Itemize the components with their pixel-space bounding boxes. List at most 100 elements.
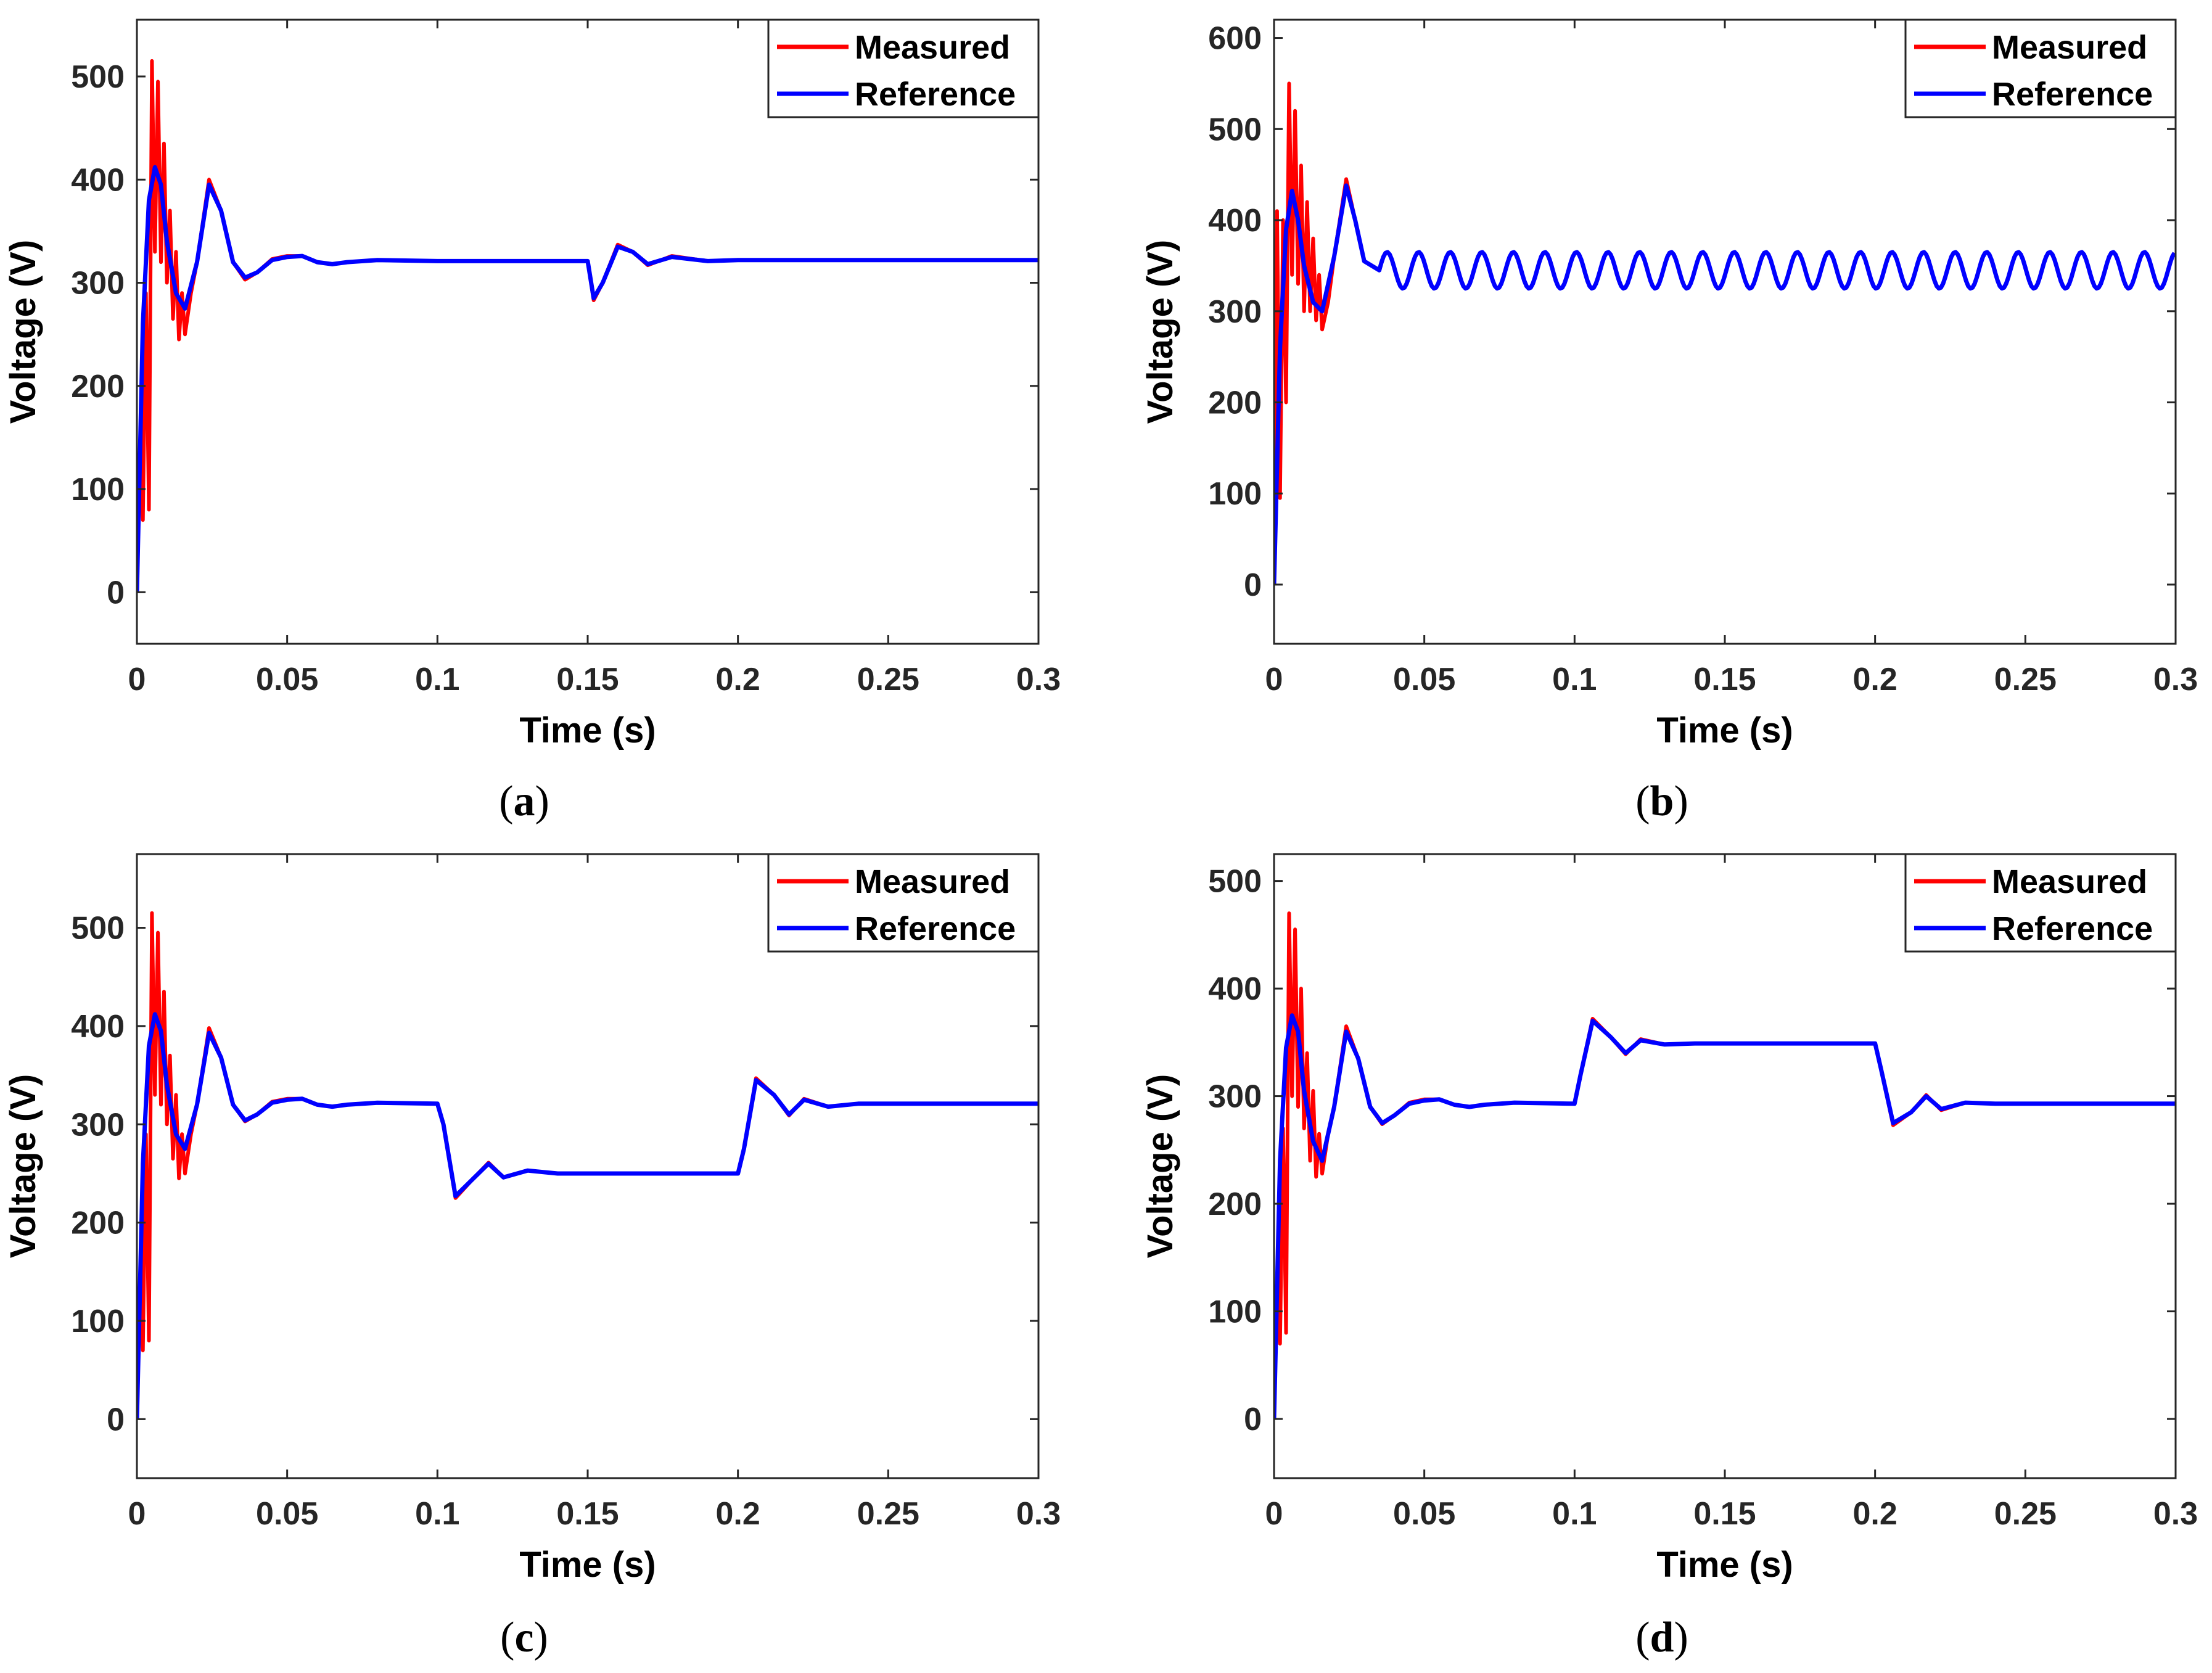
legend-label-measured: Measured xyxy=(1992,29,2147,66)
y-tick-label: 200 xyxy=(1208,1186,1262,1222)
y-axis-label: Voltage (V) xyxy=(3,1074,43,1259)
x-tick-label: 0.05 xyxy=(1393,1496,1455,1532)
series-line-reference xyxy=(1274,1013,2176,1420)
y-tick-label: 300 xyxy=(71,266,125,302)
x-tick-label: 0 xyxy=(1265,662,1283,697)
x-tick-label: 0 xyxy=(128,1496,146,1532)
x-tick-label: 0.05 xyxy=(256,1496,318,1532)
x-tick-label: 0.1 xyxy=(1552,662,1597,697)
legend-box xyxy=(767,18,1040,118)
x-tick-label: 0.2 xyxy=(1853,662,1897,697)
x-tick-label: 0.15 xyxy=(1693,662,1756,697)
plot-area xyxy=(1274,20,2176,644)
x-tick-label: 0.3 xyxy=(1016,1496,1061,1532)
y-tick-label: 200 xyxy=(1208,385,1262,421)
y-tick-label: 100 xyxy=(71,472,125,508)
plot-area xyxy=(137,20,1038,644)
x-tick-label: 0.1 xyxy=(1552,1496,1597,1532)
y-tick-label: 0 xyxy=(1244,1402,1262,1437)
legend-label-reference: Reference xyxy=(855,910,1016,947)
legend-label-reference: Reference xyxy=(855,76,1016,113)
x-tick-label: 0.1 xyxy=(415,1496,459,1532)
y-tick-label: 500 xyxy=(71,59,125,95)
series-line-reference xyxy=(137,1012,1038,1420)
y-tick-label: 500 xyxy=(71,911,125,947)
caption-open: ( xyxy=(499,778,513,825)
plot-area xyxy=(137,854,1038,1478)
series-line-reference xyxy=(1274,183,2176,585)
x-axis-label: Time (s) xyxy=(1656,710,1793,750)
y-tick-label: 100 xyxy=(71,1304,125,1339)
panel-caption: (c) xyxy=(500,1614,548,1661)
legend: Measured Reference xyxy=(1904,18,2177,118)
y-tick-label: 600 xyxy=(1208,21,1262,57)
x-tick-label: 0.25 xyxy=(1994,662,2057,697)
x-tick-label: 0.25 xyxy=(857,662,919,697)
panel-caption: (a) xyxy=(499,778,549,825)
caption-close: ) xyxy=(534,1614,548,1661)
caption-close: ) xyxy=(1674,1614,1688,1661)
legend-box xyxy=(1904,853,2177,953)
x-tick-label: 0 xyxy=(128,662,146,697)
legend-label-reference: Reference xyxy=(1992,910,2153,947)
chart-panel-c: 0 0.05 0.1 0.15 0.2 0.25 0.3 0 100 200 300 400 500 Ti… xyxy=(3,853,1061,1661)
caption-letter: c xyxy=(514,1614,533,1661)
chart-panel-a: 0 0.05 0.1 0.15 0.2 0.25 0.3 0 100 200 300 400 500 Ti… xyxy=(3,18,1061,825)
chart-panel-d: 0 0.05 0.1 0.15 0.2 0.25 0.3 0 100 200 300 400 500 Ti… xyxy=(1140,853,2198,1661)
legend-label-measured: Measured xyxy=(1992,863,2147,900)
x-tick-label: 0.2 xyxy=(716,1496,760,1532)
x-tick-label: 0.15 xyxy=(556,1496,619,1532)
caption-letter: a xyxy=(514,778,535,825)
y-tick-label: 100 xyxy=(1208,476,1262,512)
y-tick-label: 200 xyxy=(71,369,125,405)
x-tick-label: 0.3 xyxy=(2153,662,2198,697)
x-tick-label: 0.2 xyxy=(1853,1496,1897,1532)
y-tick-label: 0 xyxy=(107,1402,125,1437)
x-tick-label: 0.15 xyxy=(1693,1496,1756,1532)
y-axis-label: Voltage (V) xyxy=(1140,240,1180,424)
y-tick-label: 400 xyxy=(71,1009,125,1045)
caption-letter: b xyxy=(1650,778,1674,825)
x-tick-label: 0.3 xyxy=(1016,662,1061,697)
y-axis-label: Voltage (V) xyxy=(3,240,43,424)
legend: Measured Reference xyxy=(767,18,1040,118)
legend-label-measured: Measured xyxy=(855,29,1010,66)
x-tick-label: 0.1 xyxy=(415,662,459,697)
y-tick-label: 400 xyxy=(1208,203,1262,239)
legend-box xyxy=(1904,18,2177,118)
y-tick-label: 200 xyxy=(71,1206,125,1241)
caption-close: ) xyxy=(1674,778,1688,825)
legend-label-reference: Reference xyxy=(1992,76,2153,113)
plot-area xyxy=(1274,854,2176,1478)
y-tick-label: 300 xyxy=(1208,294,1262,330)
caption-open: ( xyxy=(500,1614,514,1661)
caption-close: ) xyxy=(535,778,549,825)
legend: Measured Reference xyxy=(767,853,1040,953)
y-tick-label: 300 xyxy=(71,1107,125,1143)
y-tick-label: 0 xyxy=(1244,567,1262,603)
y-tick-label: 400 xyxy=(71,162,125,198)
x-tick-label: 0.25 xyxy=(857,1496,919,1532)
chart-panel-b: 0 0.05 0.1 0.15 0.2 0.25 0.3 0 100 200 300 400 500 60… xyxy=(1140,18,2198,825)
x-tick-label: 0 xyxy=(1265,1496,1283,1532)
caption-open: ( xyxy=(1635,778,1650,825)
y-tick-label: 300 xyxy=(1208,1079,1262,1115)
panel-caption: (d) xyxy=(1635,1614,1688,1661)
caption-open: ( xyxy=(1635,1614,1650,1661)
y-tick-label: 0 xyxy=(107,575,125,610)
x-tick-label: 0.25 xyxy=(1994,1496,2057,1532)
panel-caption: (b) xyxy=(1635,778,1688,825)
x-tick-label: 0.2 xyxy=(716,662,760,697)
series-line-reference xyxy=(137,165,1038,593)
x-axis-label: Time (s) xyxy=(519,1545,656,1585)
legend-box xyxy=(767,853,1040,953)
y-tick-label: 500 xyxy=(1208,112,1262,147)
y-tick-label: 400 xyxy=(1208,971,1262,1007)
x-axis-label: Time (s) xyxy=(1656,1545,1793,1585)
caption-letter: d xyxy=(1650,1614,1674,1661)
x-tick-label: 0.3 xyxy=(2153,1496,2198,1532)
x-tick-label: 0.15 xyxy=(556,662,619,697)
y-tick-label: 500 xyxy=(1208,864,1262,900)
x-tick-label: 0.05 xyxy=(1393,662,1455,697)
